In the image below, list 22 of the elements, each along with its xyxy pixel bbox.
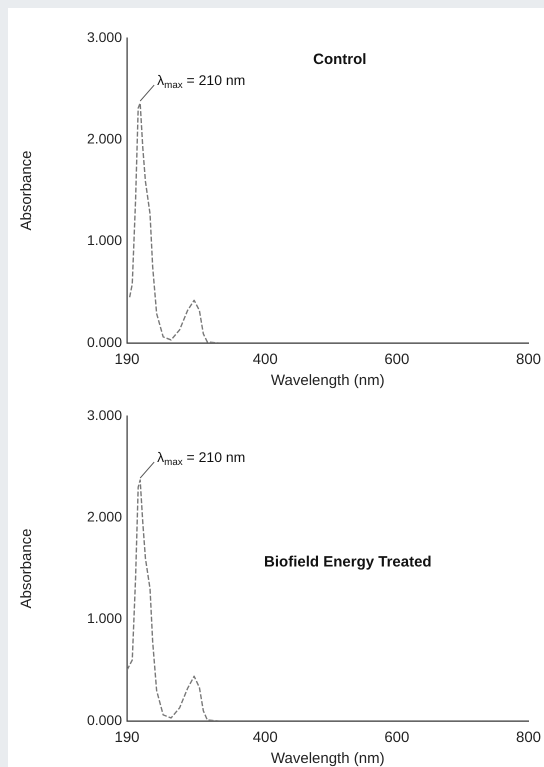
x-axis-title: Wavelength (nm) [270, 372, 385, 390]
y-tick-label: 3.000 [86, 28, 122, 45]
y-tick-label: 1.000 [86, 232, 122, 248]
x-tick-label: 400 [252, 729, 278, 746]
y-axis-title: Absorbance [18, 528, 36, 609]
text: Control [313, 51, 366, 68]
x-tick-label: 800 [516, 351, 541, 368]
y-tick-label: 2.000 [86, 508, 122, 525]
x-tick-label: 600 [384, 729, 410, 746]
text: Biofield Energy Treated [264, 554, 432, 571]
x-axis-title: Wavelength (nm) [270, 750, 385, 767]
y-tick-label: 0.000 [86, 712, 122, 728]
y-tick-label: 2.000 [86, 130, 122, 147]
x-tick-label: 800 [516, 729, 541, 746]
x-tick-label: 400 [252, 351, 278, 368]
y-tick-label: 3.000 [86, 406, 122, 423]
x-tick-label: 190 [114, 351, 140, 368]
x-tick-label: 190 [114, 729, 140, 746]
y-tick-label: 0.000 [86, 334, 122, 350]
y-axis-title: Absorbance [18, 150, 36, 231]
x-tick-label: 600 [384, 351, 410, 368]
y-tick-label: 1.000 [86, 610, 122, 626]
